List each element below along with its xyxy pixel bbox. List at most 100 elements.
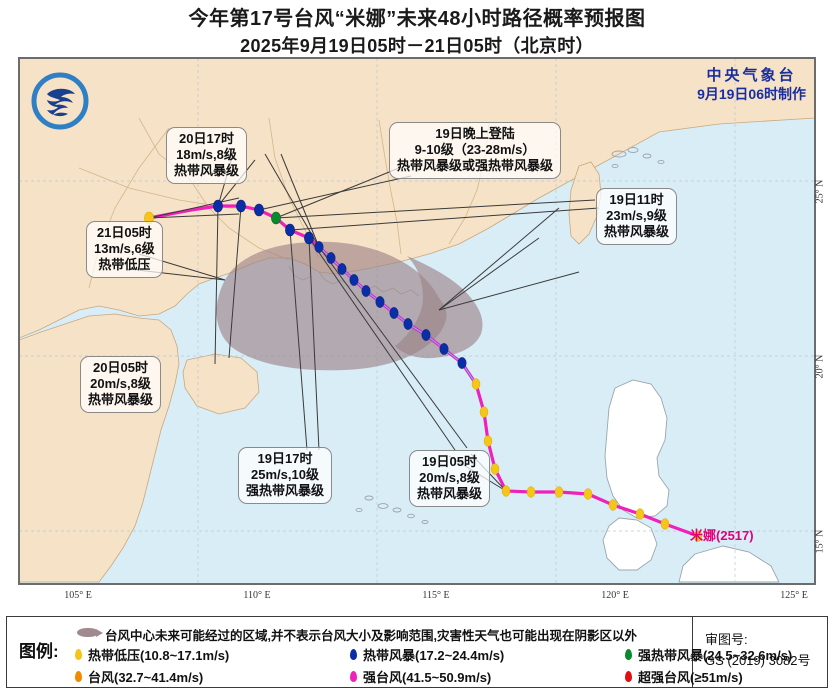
- forecast-point-20d17h: [213, 199, 223, 213]
- track-point-td: [583, 488, 593, 500]
- land-palawan: [678, 545, 780, 583]
- legend-dot-icon: [625, 670, 632, 682]
- callout-grade: 强热带风暴级: [246, 483, 325, 498]
- track-point-ts: [421, 329, 431, 341]
- track-point-ts: [349, 274, 359, 286]
- legend-panel: 图例: 台风中心未来可能经过的区域,并不表示台风大小及影响范围,灾害性天气也可能…: [6, 616, 828, 688]
- land-hainan: [182, 353, 260, 415]
- map-border: [19, 58, 815, 584]
- track-point-td: [526, 486, 536, 498]
- track-point-td: [501, 485, 511, 497]
- lon-tick-110: 110° E: [243, 590, 271, 601]
- track-point-ts: [375, 296, 385, 308]
- cone-swatch-icon: [77, 628, 103, 637]
- callout-wind: 18m/s,8级: [176, 147, 237, 162]
- legend-label: 超强台风(≥51m/s): [638, 669, 743, 685]
- probability-cone-tail: [395, 256, 483, 359]
- callout-wind: 20m/s,8级: [419, 470, 480, 485]
- legend-label: 热带低压(10.8~17.1m/s): [88, 647, 230, 663]
- forecast-point-19d05h: [304, 231, 314, 245]
- lon-tick-115: 115° E: [422, 590, 450, 601]
- track-point-ts: [326, 252, 336, 264]
- callout-19d17h[interactable]: 19日17时 25m/s,10级 强热带风暴级: [238, 447, 333, 504]
- storm-name: 米娜: [690, 528, 717, 543]
- callout-19d11h[interactable]: 19日11时 23m/s,9级 热带风暴级: [596, 188, 678, 245]
- track-point-td: [471, 378, 481, 390]
- track-point-ts: [314, 241, 324, 253]
- track-point-td: [608, 499, 618, 511]
- title-line-2: 2025年9月19日05时－21日05时（北京时）: [240, 36, 594, 56]
- legend-cone-note: 台风中心未来可能经过的区域,并不表示台风大小及影响范围,灾害性天气也可能出现在阴…: [105, 629, 637, 643]
- callout-time: 19日晚上登陆: [435, 126, 515, 141]
- legend-dot-icon: [75, 648, 82, 660]
- track-point-td: [483, 435, 493, 447]
- callout-time: 20日05时: [93, 360, 148, 375]
- track-point-td: [693, 530, 703, 542]
- legend-dot-icon: [75, 670, 82, 682]
- callout-time: 19日05时: [422, 454, 477, 469]
- title-line-1: 今年第17号台风“米娜”未来48小时路径概率预报图: [188, 8, 646, 30]
- callout-time: 19日17时: [257, 451, 313, 466]
- track-point-ts: [403, 318, 413, 330]
- callout-grade: 热带风暴级: [417, 486, 483, 501]
- callout-landfall[interactable]: 19日晚上登陆 9-10级（23-28m/s） 热带风暴级或强热带风暴级: [389, 122, 562, 179]
- legend-approval-section: 审图号: GS (2019) 3082号: [693, 617, 827, 687]
- callout-time: 19日11时: [609, 192, 664, 207]
- forecast-point-19d11h: [285, 223, 295, 237]
- callout-time: 21日05时: [96, 225, 152, 240]
- legend-dot-icon: [350, 648, 357, 660]
- callout-grade: 热带低压: [98, 257, 151, 272]
- callout-grade: 热带风暴级: [174, 163, 240, 178]
- forecast-point-19d17h: [271, 211, 281, 225]
- callout-21d05h[interactable]: 21日05时 13m/s,6级 热带低压: [86, 221, 163, 278]
- page-title: 今年第17号台风“米娜”未来48小时路径概率预报图 2025年9月19日05时－…: [0, 6, 834, 59]
- track-point-td: [660, 518, 670, 530]
- callout-wind: 9-10级（23-28m/s）: [414, 142, 536, 157]
- cma-produced-time: 9月19日06时制作: [697, 86, 806, 102]
- legend-label: 热带风暴(17.2~24.4m/s): [363, 647, 505, 663]
- approval-number: GS (2019) 3082号: [705, 653, 811, 668]
- callout-20d05h[interactable]: 20日05时 20m/s,8级 热带风暴级: [80, 356, 162, 413]
- lon-tick-125: 125° E: [780, 590, 808, 601]
- track-point-ts: [337, 263, 347, 275]
- approval-label: 审图号:: [705, 632, 748, 647]
- callout-wind: 23m/s,9级: [606, 208, 667, 223]
- track-point-td: [635, 508, 645, 520]
- track-point-ts: [457, 357, 467, 369]
- lon-tick-105: 105° E: [64, 590, 92, 601]
- legend-item-sty: 强台风(41.5~50.9m/s): [350, 665, 625, 687]
- track-point-ts: [439, 343, 449, 355]
- legend-item-ts: 热带风暴(17.2~24.4m/s): [350, 643, 625, 665]
- legend-title: 图例:: [19, 642, 59, 661]
- probability-cone-region: [216, 241, 447, 371]
- legend-divider: [692, 617, 693, 687]
- track-point-ts: [389, 307, 399, 319]
- forecast-point-20d05h: [236, 199, 246, 213]
- forecast-point-mid: [254, 203, 264, 217]
- cma-org-name: 中央气象台: [706, 67, 797, 84]
- legend-label: 台风(32.7~41.4m/s): [88, 669, 204, 685]
- legend-item-sts: 强热带风暴(24.5~32.6m/s): [625, 643, 815, 665]
- track-point-td: [479, 406, 489, 418]
- storm-number: (2517): [716, 528, 754, 543]
- callout-time: 20日17时: [179, 131, 234, 146]
- legend-dot-icon: [350, 670, 357, 682]
- callout-wind: 20m/s,8级: [90, 376, 151, 391]
- track-point-td: [554, 486, 564, 498]
- legend-item-superty: 超强台风(≥51m/s): [625, 665, 815, 687]
- legend-dot-icon: [625, 648, 632, 660]
- cma-watermark: 中央气象台 9月19日06时制作: [697, 66, 806, 104]
- callout-20d17h[interactable]: 20日17时 18m/s,8级 热带风暴级: [166, 127, 248, 184]
- callout-wind: 13m/s,6级: [94, 241, 155, 256]
- small-islands: [355, 147, 665, 524]
- lat-tick-15: 15° N: [814, 529, 826, 554]
- lat-tick-20: 20° N: [814, 354, 826, 379]
- legend-item-td: 热带低压(10.8~17.1m/s): [75, 643, 350, 665]
- storm-name-label: 米娜(2517): [690, 525, 754, 544]
- legend-left-section: 图例: 台风中心未来可能经过的区域,并不表示台风大小及影响范围,灾害性天气也可能…: [7, 617, 792, 687]
- callout-19d05h[interactable]: 19日05时 20m/s,8级 热带风暴级: [409, 450, 491, 507]
- callout-wind: 25m/s,10级: [251, 467, 319, 482]
- legend-label: 强台风(41.5~50.9m/s): [363, 669, 492, 685]
- callout-grade: 热带风暴级或强热带风暴级: [397, 158, 554, 173]
